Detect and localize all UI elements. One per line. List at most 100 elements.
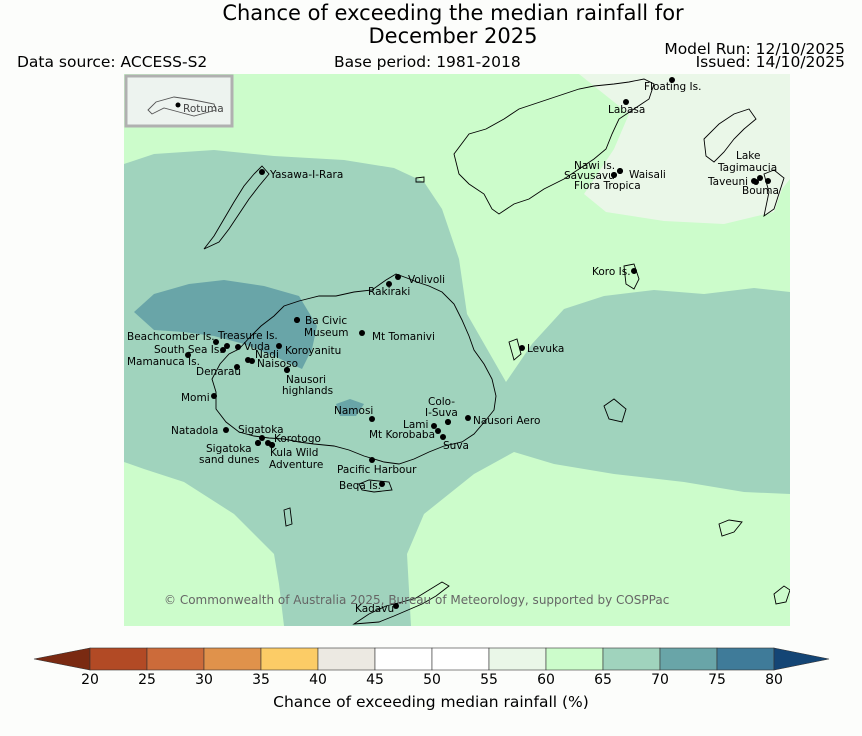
place-label: Mt Tomanivi: [372, 331, 435, 343]
colorbar-tick-label: 75: [708, 672, 726, 688]
place-marker: [294, 317, 300, 323]
place-marker: [213, 339, 219, 345]
title-line-2: December 2025: [368, 24, 538, 48]
ovalau-coast: [508, 338, 522, 361]
place-marker: [359, 330, 365, 336]
place-label: Kula Wild: [270, 447, 318, 459]
zone-65-70: [124, 150, 790, 626]
colorbar-tick-label: 20: [81, 672, 99, 688]
place-marker: [393, 603, 399, 609]
place-label: sand dunes: [199, 454, 259, 466]
place-label: Colo-: [428, 396, 455, 408]
place-label: Vuda: [244, 341, 270, 353]
place-marker: [753, 179, 759, 185]
place-marker: [465, 415, 471, 421]
place-label: Mamanuca Is.: [127, 356, 200, 368]
place-marker: [235, 344, 241, 350]
beqa-coast: [358, 479, 393, 493]
rotuma-inset: Rotuma: [124, 74, 234, 128]
place-marker: [386, 281, 392, 287]
gau-coast: [603, 398, 627, 423]
issued-date: Issued: 14/10/2025: [695, 53, 845, 71]
place-label: Flora Tropica: [574, 180, 641, 192]
place-label: South Sea Is.: [154, 344, 223, 356]
zone-70-75-namosi: [336, 399, 364, 416]
place-label: Tagimaucia: [717, 162, 777, 174]
colorbar-over-arrow: [773, 647, 830, 671]
place-label: Momi: [181, 392, 210, 404]
place-marker: [220, 347, 226, 353]
colorbar-segment: [89, 647, 148, 671]
place-marker: [284, 367, 290, 373]
place-marker: [259, 435, 265, 441]
place-label: Kadavu: [355, 603, 394, 615]
place-label: Sigatoka: [238, 424, 284, 436]
colorbar-under-arrow: [33, 647, 91, 671]
place-label: Beachcomber Is.: [127, 331, 215, 343]
colorbar-tick-label: 55: [480, 672, 498, 688]
colorbar-segment: [203, 647, 262, 671]
rotuma-marker: [175, 102, 181, 108]
place-label: Nadi: [255, 349, 279, 361]
place-label: Volivoli: [408, 274, 445, 286]
place-label: Taveuni: [707, 176, 748, 188]
place-marker: [269, 442, 275, 448]
place-marker: [445, 419, 451, 425]
place-label: Waisali: [629, 169, 666, 181]
place-marker: [276, 343, 282, 349]
place-marker: [611, 172, 617, 178]
place-label: Nausori: [286, 374, 326, 386]
place-label: Namosi: [334, 405, 373, 417]
moala-coast: [718, 519, 743, 537]
place-label: Mt Korobaba: [369, 429, 435, 441]
colorbar-segments: [33, 647, 830, 671]
place-marker: [623, 99, 629, 105]
place-label: Lake: [736, 150, 760, 162]
place-label: Koroyanitu: [285, 345, 341, 357]
colorbar-tick-label: 35: [252, 672, 270, 688]
vatulele-coast: [283, 507, 293, 527]
colorbar-segment: [374, 647, 433, 671]
place-label: Floating Is.: [644, 81, 701, 93]
place-marker: [669, 77, 675, 83]
place-label: Sigatoka: [206, 443, 252, 455]
colorbar-tick-label: 65: [594, 672, 612, 688]
place-marker: [431, 423, 437, 429]
place-marker: [249, 358, 255, 364]
place-marker: [765, 178, 771, 184]
place-marker: [440, 434, 446, 440]
rainfall-map: Rotuma Floating Is. Labasa Nawi Is.Savusav…: [124, 74, 790, 626]
place-marker: [185, 352, 191, 358]
koro-coast: [623, 263, 640, 290]
colorbar-tick-label: 45: [366, 672, 384, 688]
colorbar-tick-label: 40: [309, 672, 327, 688]
colorbar-segment: [545, 647, 604, 671]
place-label: Ba Civic: [305, 315, 347, 327]
colorbar-segment: [317, 647, 376, 671]
vanua-levu-coast: [453, 78, 655, 215]
zone-55-60: [579, 74, 790, 224]
place-label: Adventure: [269, 459, 323, 471]
colorbar-tick-label: 70: [651, 672, 669, 688]
colorbar-segment: [431, 647, 490, 671]
colorbar-segment: [146, 647, 205, 671]
colorbar-segment: [260, 647, 319, 671]
place-marker: [255, 440, 261, 446]
place-label: Koro Is.: [592, 266, 631, 278]
colorbar-segment: [659, 647, 718, 671]
place-marker: [369, 457, 375, 463]
rotuma-label: Rotuma: [183, 103, 224, 115]
place-label: Natadola: [171, 425, 218, 437]
place-marker: [379, 481, 385, 487]
place-label: highlands: [282, 385, 333, 397]
colorbar-segment: [488, 647, 547, 671]
place-marker: [617, 168, 623, 174]
copyright-credit: © Commonwealth of Australia 2025, Bureau…: [164, 593, 669, 607]
place-label: Lami: [403, 419, 428, 431]
lau-island-coast: [773, 585, 790, 605]
zone-70-75-west: [134, 280, 317, 369]
colorbar-tick-label: 60: [537, 672, 555, 688]
base-period: Base period: 1981-2018: [334, 53, 521, 71]
place-marker: [757, 175, 763, 181]
model-run: Model Run: 12/10/2025: [664, 40, 845, 58]
